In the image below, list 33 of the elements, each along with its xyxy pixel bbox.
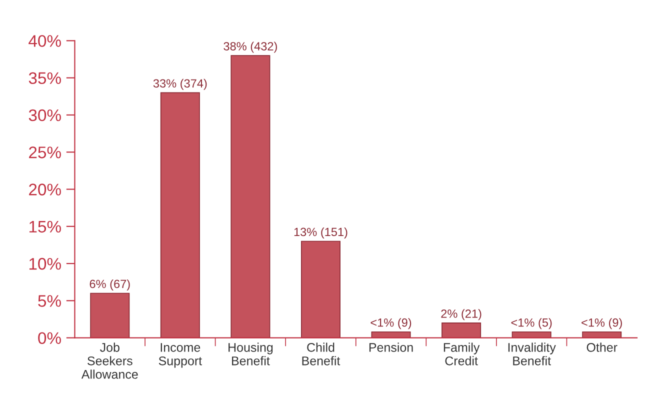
y-tick-label: 25% <box>29 146 61 158</box>
y-tick-label: 0% <box>38 332 61 344</box>
y-tick-label: 35% <box>28 72 61 84</box>
data-label: <1% (9) <box>582 318 622 330</box>
data-label: 13% (151) <box>294 227 348 238</box>
data-label: <1% (9) <box>370 318 412 330</box>
x-tick-label: Family Credit <box>444 342 480 366</box>
x-tick-label: Other <box>586 342 618 352</box>
y-tick-label: 40% <box>28 35 61 47</box>
data-label: 6% (67) <box>90 279 130 290</box>
y-tick-label: 10% <box>29 258 61 270</box>
x-tick-label: Income Support <box>158 343 202 368</box>
x-tick-label: Invalidity Benefit <box>508 342 556 366</box>
data-label: 2% (21) <box>441 309 482 320</box>
bar <box>582 331 622 338</box>
x-tick-label: Pension <box>369 342 413 352</box>
bar <box>442 322 482 338</box>
x-tick-label: Child Benefit <box>302 342 340 366</box>
bar <box>160 92 200 338</box>
y-tick-label: 20% <box>29 184 61 196</box>
y-tick-label: 5% <box>38 295 61 307</box>
data-label: 38% (432) <box>224 42 277 53</box>
bar <box>371 331 411 338</box>
data-label: <1% (5) <box>511 318 552 330</box>
y-tick-label: 30% <box>28 109 61 122</box>
x-tick-label: Housing Benefit <box>228 342 273 366</box>
bar <box>300 240 340 338</box>
bar <box>90 292 130 338</box>
y-tick-label: 15% <box>29 220 61 233</box>
bar <box>512 331 552 338</box>
data-label: 33% (374) <box>153 78 207 90</box>
bar <box>230 55 270 338</box>
x-tick-label: Job Seekers Allowance <box>81 342 138 379</box>
